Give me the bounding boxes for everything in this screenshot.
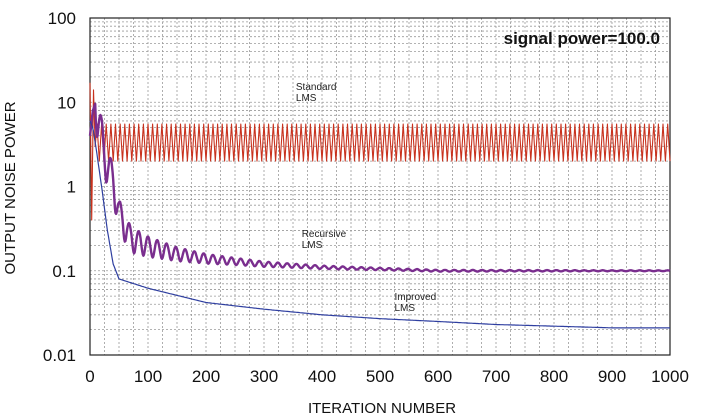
curve-label-line: Recursive — [302, 229, 347, 240]
grid — [90, 18, 670, 355]
curve-label: Recursive LMS — [302, 229, 347, 251]
x-tick-label: 500 — [366, 367, 394, 386]
x-tick-label: 1000 — [651, 367, 689, 386]
curve-label-line: LMS — [296, 93, 317, 104]
x-tick-label: 300 — [250, 367, 278, 386]
x-tick-label: 0 — [85, 367, 94, 386]
x-tick-label: 800 — [540, 367, 568, 386]
x-axis-title: ITERATION NUMBER — [308, 400, 456, 417]
curve-label-line: LMS — [302, 240, 323, 251]
y-tick-label: 100 — [48, 9, 76, 28]
series-line-improved-lms — [89, 120, 670, 329]
x-tick-label: 200 — [192, 367, 220, 386]
x-tick-labels: 0 100 200 300 400 500 600 700 800 900 1000 — [85, 367, 689, 386]
y-tick-label: 10 — [57, 93, 76, 112]
series-line-standard-lms — [89, 82, 671, 221]
curve-label-line: Improved — [395, 292, 437, 303]
plot-frame — [89, 17, 671, 356]
x-tick-label: 400 — [308, 367, 336, 386]
x-tick-label: 700 — [482, 367, 510, 386]
y-tick-label: 0.01 — [43, 346, 76, 365]
y-tick-labels: 0.01 0.1 1 10 100 — [43, 9, 76, 365]
y-tick-label: 1 — [67, 178, 76, 197]
x-tick-label: 900 — [598, 367, 626, 386]
x-tick-label: 600 — [424, 367, 452, 386]
signal-power-annotation: signal power=100.0 — [504, 29, 660, 48]
y-axis-title: OUTPUT NOISE POWER — [2, 101, 19, 274]
curve-label-line: LMS — [395, 303, 416, 314]
curve-label: Standard LMS — [296, 82, 337, 104]
x-tick-label: 100 — [134, 367, 162, 386]
series-layer — [88, 82, 671, 329]
series-line-recursive-lms — [88, 102, 671, 273]
curve-label: Improved LMS — [395, 292, 437, 314]
curve-label-line: Standard — [296, 82, 337, 93]
y-tick-label: 0.1 — [52, 262, 76, 281]
